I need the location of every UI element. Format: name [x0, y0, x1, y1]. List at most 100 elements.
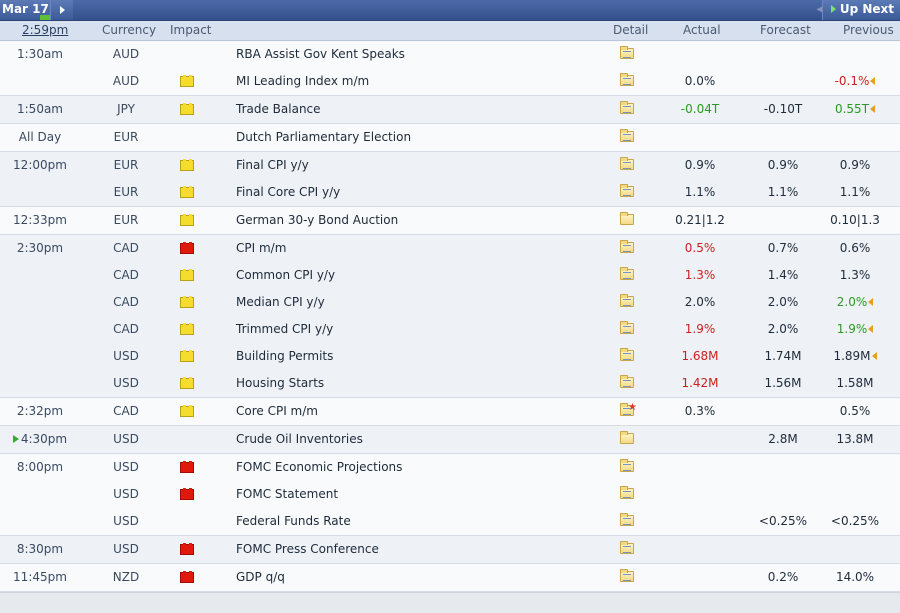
event-time-text: 12:33pm: [13, 213, 67, 227]
table-row[interactable]: 2:30pm CAD CPI m/m 0.5% 0.7% 0.6%: [0, 235, 900, 262]
impact-medium-icon[interactable]: [180, 434, 194, 445]
event-title[interactable]: GDP q/q: [236, 570, 285, 584]
table-row[interactable]: USD Housing Starts 1.42M 1.56M 1.58M: [0, 370, 900, 397]
impact-cell: [180, 454, 196, 481]
previous-value-text: 0.6%: [839, 241, 871, 255]
table-row[interactable]: CAD Median CPI y/y 2.0% 2.0% 2.0%: [0, 289, 900, 316]
impact-low-icon[interactable]: [180, 405, 194, 417]
event-title[interactable]: MI Leading Index m/m: [236, 74, 370, 88]
revised-arrow-icon[interactable]: [868, 298, 874, 306]
detail-folder-icon[interactable]: [620, 212, 634, 225]
table-row[interactable]: 8:00pm USD FOMC Economic Projections: [0, 454, 900, 481]
table-row[interactable]: 12:00pm EUR Final CPI y/y 0.9% 0.9% 0.9%: [0, 152, 900, 179]
table-row[interactable]: 1:30am AUD RBA Assist Gov Kent Speaks: [0, 41, 900, 68]
revised-arrow-icon[interactable]: [870, 105, 876, 113]
detail-folder-icon[interactable]: [620, 157, 634, 170]
detail-folder-icon[interactable]: [620, 375, 634, 388]
revised-arrow-icon[interactable]: [870, 77, 876, 85]
table-row[interactable]: 1:50am JPY Trade Balance -0.04T -0.10T 0.55T: [0, 96, 900, 123]
current-time-link[interactable]: 2:59pm: [22, 23, 69, 37]
detail-folder-icon[interactable]: [620, 459, 634, 472]
detail-folder-icon[interactable]: [620, 101, 634, 114]
event-title[interactable]: Federal Funds Rate: [236, 514, 351, 528]
impact-medium-icon[interactable]: [180, 132, 194, 143]
revised-arrow-icon[interactable]: [871, 352, 877, 360]
impact-high-icon[interactable]: [180, 242, 194, 254]
impact-low-icon[interactable]: [180, 350, 194, 362]
event-title[interactable]: FOMC Statement: [236, 487, 339, 501]
event-title[interactable]: Final Core CPI y/y: [236, 185, 341, 199]
event-title[interactable]: FOMC Economic Projections: [236, 460, 403, 474]
event-title[interactable]: Core CPI m/m: [236, 404, 318, 418]
table-row[interactable]: 4:30pm USD Crude Oil Inventories 2.8M 13.8M: [0, 426, 900, 453]
event-title[interactable]: Crude Oil Inventories: [236, 432, 363, 446]
impact-medium-icon[interactable]: [180, 516, 194, 527]
event-title[interactable]: Trimmed CPI y/y: [236, 322, 334, 336]
revised-arrow-icon[interactable]: [868, 325, 874, 333]
detail-folder-icon[interactable]: [620, 541, 634, 554]
table-row[interactable]: 8:30pm USD FOMC Press Conference: [0, 536, 900, 563]
impact-high-icon[interactable]: [180, 461, 194, 473]
detail-folder-icon[interactable]: [620, 569, 634, 582]
impact-low-icon[interactable]: [180, 214, 194, 226]
detail-folder-icon[interactable]: [620, 431, 634, 444]
actual-value: 0.21|1.2: [675, 213, 725, 227]
previous-value: 0.55T: [810, 96, 900, 123]
table-row[interactable]: CAD Common CPI y/y 1.3% 1.4% 1.3%: [0, 262, 900, 289]
event-title[interactable]: Building Permits: [236, 349, 334, 363]
event-currency: CAD: [113, 268, 139, 282]
impact-high-icon[interactable]: [180, 488, 194, 500]
event-title[interactable]: Dutch Parliamentary Election: [236, 130, 412, 144]
detail-folder-icon[interactable]: [620, 321, 634, 334]
table-row[interactable]: 12:33pm EUR German 30-y Bond Auction 0.21|1…: [0, 207, 900, 234]
forecast-value: 0.9%: [767, 158, 799, 172]
detail-folder-icon[interactable]: [620, 73, 634, 86]
event-title[interactable]: Median CPI y/y: [236, 295, 325, 309]
event-title[interactable]: German 30-y Bond Auction: [236, 213, 399, 227]
table-row[interactable]: 2:32pm CAD Core CPI m/m ★ 0.3% 0.5%: [0, 398, 900, 425]
detail-folder-icon[interactable]: [620, 240, 634, 253]
detail-folder-icon[interactable]: [620, 267, 634, 280]
table-row[interactable]: All Day EUR Dutch Parliamentary Election: [0, 124, 900, 151]
event-title[interactable]: Trade Balance: [236, 102, 321, 116]
next-day-button[interactable]: [50, 0, 73, 20]
impact-low-icon[interactable]: [180, 377, 194, 389]
detail-folder-icon[interactable]: ★: [620, 403, 637, 416]
table-row[interactable]: 11:45pm NZD GDP q/q 0.2% 14.0%: [0, 564, 900, 591]
detail-folder-icon[interactable]: [620, 129, 634, 142]
impact-high-icon[interactable]: [180, 543, 194, 555]
impact-low-icon[interactable]: [180, 103, 194, 115]
event-title[interactable]: RBA Assist Gov Kent Speaks: [236, 47, 405, 61]
up-next-button[interactable]: Up Next: [821, 0, 900, 20]
impact-low-icon[interactable]: [180, 159, 194, 171]
table-row[interactable]: USD Federal Funds Rate <0.25% <0.25%: [0, 508, 900, 535]
detail-folder-icon[interactable]: [620, 184, 634, 197]
table-row[interactable]: USD FOMC Statement: [0, 481, 900, 508]
impact-low-icon[interactable]: [180, 296, 194, 308]
impact-low-icon[interactable]: [180, 186, 194, 198]
table-row[interactable]: USD Building Permits 1.68M 1.74M 1.89M: [0, 343, 900, 370]
detail-folder-icon[interactable]: [620, 294, 634, 307]
detail-folder-icon[interactable]: [620, 513, 634, 526]
table-row[interactable]: CAD Trimmed CPI y/y 1.9% 2.0% 1.9%: [0, 316, 900, 343]
event-title[interactable]: Housing Starts: [236, 376, 325, 390]
event-title[interactable]: CPI m/m: [236, 241, 287, 255]
impact-low-icon[interactable]: [180, 323, 194, 335]
detail-cell: [620, 96, 638, 123]
table-row[interactable]: EUR Final Core CPI y/y 1.1% 1.1% 1.1%: [0, 179, 900, 206]
event-title[interactable]: Final CPI y/y: [236, 158, 309, 172]
detail-folder-icon[interactable]: [620, 486, 634, 499]
detail-folder-icon[interactable]: [620, 46, 634, 59]
impact-low-icon[interactable]: [180, 269, 194, 281]
impact-low-icon[interactable]: [180, 75, 194, 87]
previous-value: [810, 536, 900, 563]
event-title[interactable]: FOMC Press Conference: [236, 542, 379, 556]
impact-medium-icon[interactable]: [180, 49, 194, 60]
event-title[interactable]: Common CPI y/y: [236, 268, 336, 282]
event-time-text: 4:30pm: [20, 432, 68, 446]
table-row[interactable]: AUD MI Leading Index m/m 0.0% -0.1%: [0, 68, 900, 95]
previous-value-text: 14.0%: [835, 570, 875, 584]
detail-folder-icon[interactable]: [620, 348, 634, 361]
event-group: 4:30pm USD Crude Oil Inventories 2.8M 13.8M: [0, 426, 900, 454]
impact-high-icon[interactable]: [180, 571, 194, 583]
